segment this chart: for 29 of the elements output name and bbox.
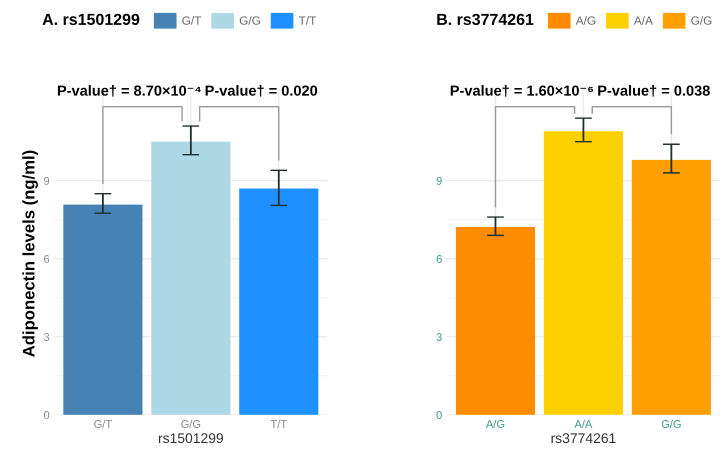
y-tick-label: 0 [44,411,50,420]
y-tick-label: 6 [436,255,442,263]
x-tick-label: G/G [181,420,200,428]
legend-label: A/G [576,16,596,25]
chart-title: B. rs3774261 [437,14,534,26]
annotation: P-value† = 1.60×10⁻⁶ [450,85,594,97]
legend-label: G/G [691,16,712,25]
legend-label: T/T [298,16,316,25]
y-tick-label: 6 [44,255,50,263]
chart-title: A. rs1501299 [42,14,140,26]
y-tick-label: 3 [44,333,50,341]
x-tick-label: G/G [662,420,681,428]
x-tick-label: T/T [270,420,287,428]
x-axis-title: rs1501299 [158,433,223,444]
annotation: P-value† = 8.70×10⁻⁴ [58,85,201,97]
y-axis-title: Adiponectin levels (ng/ml) [22,150,38,357]
legend-label: G/G [240,16,260,25]
y-tick-label: 0 [436,411,442,420]
x-axis-title: rs3774261 [552,433,616,444]
legend-label: A/A [634,16,653,25]
y-tick-label: 3 [436,333,442,341]
y-tick-label: 9 [44,176,50,185]
legend-label: G/T [182,16,202,25]
x-tick-label: A/A [574,420,592,428]
annotation: P-value† = 0.038 [598,85,710,97]
x-tick-label: A/G [486,420,504,428]
y-tick-label: 9 [436,176,442,185]
x-tick-label: G/T [94,420,112,428]
annotation: P-value† = 0.020 [206,85,318,97]
